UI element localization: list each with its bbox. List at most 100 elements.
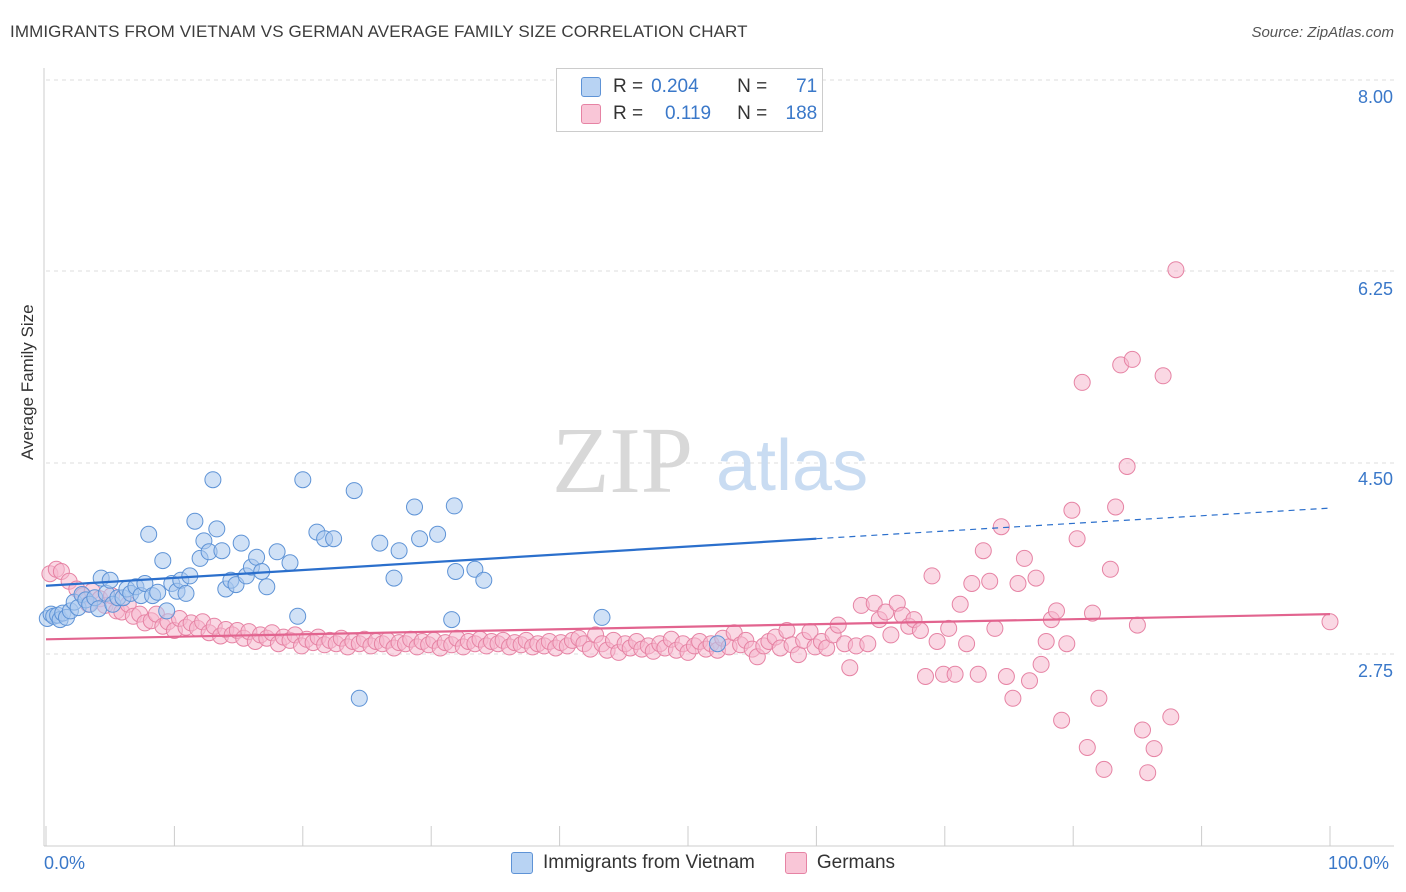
vietnam-point xyxy=(101,571,119,589)
vietnam-point xyxy=(154,552,172,570)
germans-point xyxy=(859,635,877,653)
y-tick-label: 8.00 xyxy=(1358,87,1393,107)
vietnam-point xyxy=(475,571,493,589)
legend-n-value-germans: 188 xyxy=(785,103,818,124)
vietnam-point xyxy=(350,689,368,707)
germans-point xyxy=(1128,616,1146,634)
germans-point xyxy=(1063,501,1081,519)
germans-point xyxy=(917,668,934,685)
germans-point xyxy=(1073,373,1091,391)
germans-point xyxy=(841,659,859,677)
germans-point xyxy=(1053,711,1071,729)
vietnam-point xyxy=(140,525,158,543)
germans-point xyxy=(940,619,958,637)
germans-points xyxy=(41,261,1339,782)
vietnam-point xyxy=(447,563,465,580)
germans-point xyxy=(974,542,992,560)
legend-n-value-vietnam: 71 xyxy=(796,76,818,97)
x-tick-label-left: 0.0% xyxy=(44,853,86,873)
vietnam-point xyxy=(466,560,484,578)
germans-point xyxy=(986,619,1004,637)
germans-point xyxy=(1134,721,1151,739)
germans-point xyxy=(882,626,900,644)
germans-point xyxy=(1123,350,1141,368)
germans-point xyxy=(1107,498,1125,516)
vietnam-point xyxy=(411,530,429,548)
germans-point xyxy=(958,635,976,653)
legend-item-germans[interactable]: Germans xyxy=(784,852,896,874)
vietnam-point xyxy=(294,471,312,489)
chart-title: IMMIGRANTS FROM VIETNAM VS GERMAN AVERAG… xyxy=(10,22,748,41)
legend-swatch-germans xyxy=(581,104,601,124)
watermark-zip: ZIP xyxy=(552,409,693,513)
vietnam-point xyxy=(268,543,286,561)
vietnam-point xyxy=(371,534,389,552)
germans-point xyxy=(969,665,987,683)
legend-item-vietnam[interactable]: Immigrants from Vietnam xyxy=(510,852,755,874)
germans-point xyxy=(1321,613,1339,631)
germans-point xyxy=(1101,560,1119,578)
germans-point xyxy=(789,646,807,664)
germans-point xyxy=(951,595,969,613)
germans-point xyxy=(928,633,946,650)
legend-swatch-germans xyxy=(784,852,807,874)
germans-point xyxy=(911,622,929,639)
vietnam-trend-extension xyxy=(816,507,1331,540)
vietnam-point xyxy=(208,520,226,538)
germans-point xyxy=(992,518,1010,536)
germans-point xyxy=(1021,672,1038,690)
germans-point xyxy=(1015,549,1033,567)
germans-point xyxy=(1068,530,1086,548)
vietnam-point xyxy=(204,471,222,489)
vietnam-point xyxy=(593,608,611,626)
legend-r-label: R = xyxy=(613,103,644,124)
legend-r-value-vietnam: 0.204 xyxy=(651,76,699,97)
vietnam-point xyxy=(325,530,343,548)
y-tick-label: 6.25 xyxy=(1358,279,1393,299)
y-tick-labels: 8.00 6.25 4.50 2.75 xyxy=(1358,87,1393,681)
vietnam-point xyxy=(158,602,176,620)
vietnam-point xyxy=(281,554,299,572)
germans-point xyxy=(877,603,895,621)
vietnam-point xyxy=(445,497,463,515)
legend-label-vietnam: Immigrants from Vietnam xyxy=(542,852,755,873)
vietnam-point xyxy=(232,534,250,552)
germans-point xyxy=(1048,602,1065,620)
vietnam-point xyxy=(149,583,167,601)
germans-point xyxy=(1162,708,1180,726)
germans-point xyxy=(963,575,981,592)
legend-r-value-germans: 0.119 xyxy=(664,103,712,124)
vietnam-point xyxy=(90,600,108,618)
vietnam-point xyxy=(406,498,423,516)
correlation-legend: R = 0.204 N = 71 R = 0.119 N = 188 xyxy=(556,68,823,132)
germans-point xyxy=(1145,740,1163,758)
germans-trend-line xyxy=(45,613,1331,641)
legend-label-germans: Germans xyxy=(816,852,896,873)
germans-point xyxy=(1037,633,1055,650)
germans-point xyxy=(997,668,1015,685)
vietnam-point xyxy=(443,611,461,629)
series-legend: Immigrants from Vietnam Germans xyxy=(0,852,1406,874)
germans-point xyxy=(1090,689,1108,707)
x-tick-label-right: 100.0% xyxy=(1328,853,1390,873)
vietnam-point xyxy=(385,569,403,587)
axes xyxy=(43,68,1394,847)
vietnam-point xyxy=(390,542,408,560)
germans-point xyxy=(1032,655,1050,673)
germans-point xyxy=(1118,458,1136,475)
germans-point xyxy=(1139,764,1157,782)
legend-n-label: N = xyxy=(737,103,768,124)
germans-point xyxy=(981,572,999,590)
germans-point xyxy=(1058,635,1076,653)
legend-n-label: N = xyxy=(737,76,768,97)
legend-swatch-vietnam xyxy=(510,852,533,874)
legend-row-germans: R = 0.119 N = 188 xyxy=(581,102,817,126)
germans-point xyxy=(923,567,941,585)
germans-point xyxy=(1095,760,1113,778)
y-tick-label: 2.75 xyxy=(1358,661,1393,681)
germans-point xyxy=(1167,261,1185,279)
germans-point xyxy=(1009,575,1027,592)
germans-point xyxy=(829,616,847,634)
germans-point xyxy=(946,665,964,683)
